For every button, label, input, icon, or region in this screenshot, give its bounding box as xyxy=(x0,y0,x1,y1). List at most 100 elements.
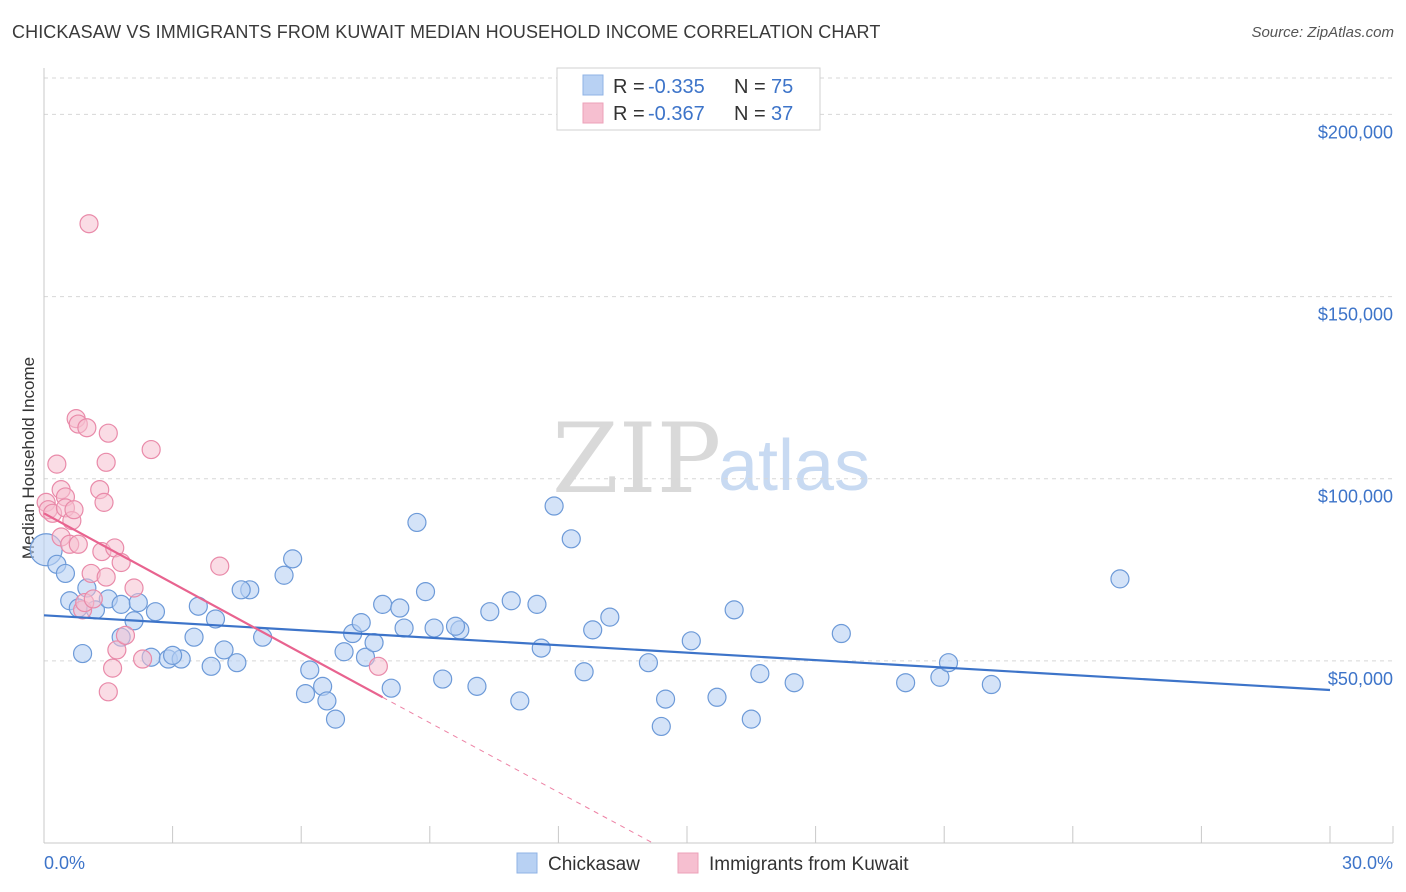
y-tick-label-2: $150,000 xyxy=(1318,305,1393,325)
kuwait-trendline xyxy=(43,512,384,699)
chickasaw-point-34 xyxy=(351,613,371,633)
x-tick-label-0: 0.0% xyxy=(44,853,85,873)
chickasaw-point-43 xyxy=(424,618,444,638)
chickasaw-point-51 xyxy=(531,638,551,658)
chickasaw-point-16 xyxy=(184,627,204,647)
chickasaw-point-23 xyxy=(231,580,251,600)
chickasaw-point-42 xyxy=(415,582,436,602)
legend-box: R = -0.335 N = 75 R = -0.367 N = 37 xyxy=(556,67,821,131)
legend-swatch-chickasaw xyxy=(582,74,604,96)
chickasaw-point-12 xyxy=(145,602,166,622)
legend-r-value-1: -0.367 xyxy=(648,103,705,125)
legend-n-label-1: N = xyxy=(734,103,766,125)
chickasaw-point-72 xyxy=(72,643,93,664)
y-tick-label-3: $200,000 xyxy=(1318,122,1393,142)
x-tick-label-1: 30.0% xyxy=(1342,853,1393,873)
kuwait-point-10 xyxy=(64,500,84,520)
chickasaw-point-44 xyxy=(433,669,453,689)
chickasaw-point-60 xyxy=(681,631,701,651)
chickasaw-point-8 xyxy=(111,594,131,614)
chickasaw-point-27 xyxy=(295,684,316,704)
kuwait-point-18 xyxy=(83,589,103,609)
chickasaw-point-18 xyxy=(201,656,221,676)
chickasaw-point-59 xyxy=(655,689,676,709)
kuwait-point-23 xyxy=(98,423,118,443)
y-tick-label-0: $50,000 xyxy=(1328,669,1393,689)
kuwait-point-36 xyxy=(96,567,116,587)
chickasaw-point-47 xyxy=(480,602,500,622)
chickasaw-point-46 xyxy=(467,676,487,696)
chickasaw-point-49 xyxy=(510,691,530,711)
kuwait-trendline-extension xyxy=(382,696,653,844)
chickasaw-point-53 xyxy=(561,529,581,549)
kuwait-points xyxy=(36,214,388,702)
x-tick-labels: 0.0% 30.0% xyxy=(44,853,1393,873)
chickasaw-point-64 xyxy=(750,664,770,684)
chickasaw-point-55 xyxy=(583,620,603,640)
kuwait-point-31 xyxy=(132,649,153,669)
chickasaw-point-74 xyxy=(445,616,466,636)
chickasaw-point-21 xyxy=(227,653,247,673)
y-axis-label: Median Household Income xyxy=(19,357,38,559)
chickasaw-point-30 xyxy=(317,691,337,711)
legend-swatch-kuwait xyxy=(582,102,604,124)
kuwait-point-3 xyxy=(47,454,67,474)
chickasaw-point-38 xyxy=(381,678,401,698)
kuwait-point-34 xyxy=(368,656,388,676)
kuwait-point-21 xyxy=(94,492,114,512)
source-label: Source: ZipAtlas.com xyxy=(1251,24,1394,41)
chickasaw-point-73 xyxy=(163,645,183,665)
chickasaw-point-41 xyxy=(407,512,427,533)
watermark-atlas: atlas xyxy=(718,426,870,506)
kuwait-point-13 xyxy=(68,534,88,554)
kuwait-point-16 xyxy=(77,418,97,438)
chickasaw-point-65 xyxy=(784,673,804,693)
kuwait-point-27 xyxy=(107,640,127,660)
chickasaw-point-28 xyxy=(300,660,320,680)
kuwait-point-30 xyxy=(124,578,144,598)
chickasaw-point-36 xyxy=(364,633,384,653)
y-tick-labels: $50,000 $100,000 $150,000 $200,000 xyxy=(1318,122,1393,688)
chickasaw-point-20 xyxy=(214,640,234,660)
chickasaw-point-62 xyxy=(724,600,744,620)
chickasaw-point-31 xyxy=(325,709,346,729)
legend-r-value-0: -0.335 xyxy=(648,76,705,98)
chickasaw-point-56 xyxy=(600,607,620,627)
bottom-legend-kuwait: Immigrants from Kuwait xyxy=(709,854,909,875)
watermark: ZIP atlas xyxy=(552,403,870,515)
trendlines xyxy=(43,512,1331,844)
legend-r-label-0: R = xyxy=(613,76,645,98)
chickasaw-point-54 xyxy=(574,662,594,682)
chart-title: CHICKASAW VS IMMIGRANTS FROM KUWAIT MEDI… xyxy=(12,22,881,42)
watermark-zip: ZIP xyxy=(552,403,721,515)
chickasaw-trendline xyxy=(43,614,1331,692)
chickasaw-point-19 xyxy=(205,609,226,629)
chickasaw-point-67 xyxy=(896,673,916,693)
bottom-legend-swatch-kuwait xyxy=(677,852,699,874)
chickasaw-point-63 xyxy=(741,709,761,729)
kuwait-point-29 xyxy=(115,625,136,645)
bottom-legend: Chickasaw Immigrants from Kuwait xyxy=(516,852,909,875)
chickasaw-point-37 xyxy=(373,594,393,614)
legend-r-label-1: R = xyxy=(613,103,645,125)
chickasaw-point-40 xyxy=(394,618,414,638)
legend-n-label-0: N = xyxy=(734,76,766,98)
kuwait-point-35 xyxy=(79,214,99,234)
axes xyxy=(43,68,1394,844)
chickasaw-point-57 xyxy=(638,653,659,673)
kuwait-point-25 xyxy=(102,658,123,678)
chickasaw-point-39 xyxy=(390,598,410,618)
chickasaw-point-26 xyxy=(283,549,303,569)
chickasaw-point-50 xyxy=(527,594,547,614)
chickasaw-point-2 xyxy=(55,563,76,584)
legend-n-value-0: 75 xyxy=(771,76,793,98)
chickasaw-point-25 xyxy=(274,565,294,585)
chickasaw-points xyxy=(29,496,1130,737)
kuwait-point-33 xyxy=(210,556,230,576)
chickasaw-point-71 xyxy=(1110,569,1130,589)
chickasaw-point-48 xyxy=(501,591,521,611)
bottom-legend-swatch-chickasaw xyxy=(516,852,538,874)
chickasaw-point-66 xyxy=(831,623,851,644)
kuwait-point-24 xyxy=(98,682,118,702)
